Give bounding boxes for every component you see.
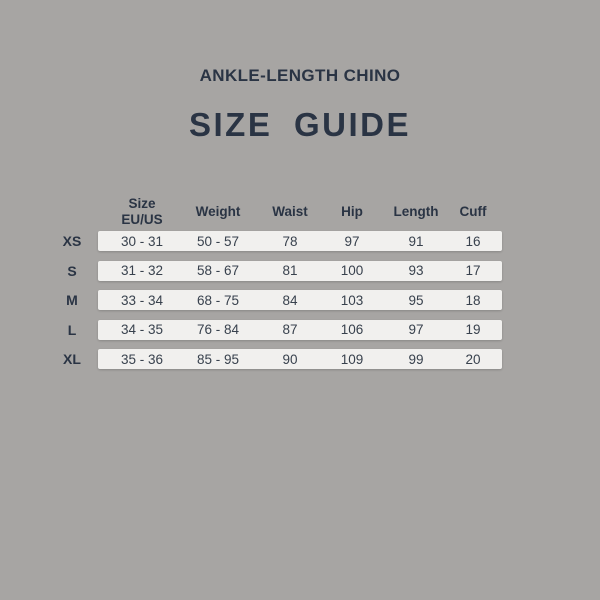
- table-cell: 20: [465, 351, 481, 367]
- table-cell: 81: [282, 263, 298, 278]
- row-size-label: S: [67, 262, 77, 279]
- table-row: XS 30 - 31 50 - 57 78 97 91 16: [0, 231, 600, 251]
- row-bar: 30 - 31 50 - 57 78 97 91 16: [98, 231, 502, 251]
- table-cell: 93: [408, 263, 424, 278]
- table-cell: 33 - 34: [120, 292, 164, 308]
- row-size-label: XL: [63, 351, 81, 367]
- table-header-row: Size EU/US Weight Waist Hip Length Cuff: [98, 193, 502, 231]
- table-cell: 100: [340, 263, 364, 278]
- table-cell: 78: [282, 233, 298, 249]
- table-cell: 31 - 32: [120, 263, 164, 278]
- table-cell: 99: [408, 351, 424, 367]
- table-row: S 31 - 32 58 - 67 81 100 93 17: [0, 260, 600, 281]
- column-header-length: Length: [393, 204, 439, 219]
- table-cell: 58 - 67: [196, 263, 240, 278]
- column-header-waist: Waist: [272, 204, 308, 219]
- table-cell: 34 - 35: [120, 322, 164, 337]
- row-size-label: M: [66, 292, 78, 308]
- size-guide-title: SIZE GUIDE: [188, 106, 412, 143]
- table-cell: 68 - 75: [196, 292, 240, 308]
- table-cell: 50 - 57: [196, 233, 240, 249]
- column-header-size: Size EU/US: [121, 196, 162, 228]
- table-cell: 109: [340, 351, 364, 367]
- table-cell: 17: [465, 263, 481, 278]
- table-cell: 30 - 31: [120, 233, 164, 249]
- table-cell: 76 - 84: [196, 322, 240, 337]
- table-cell: 95: [408, 292, 424, 308]
- row-size-label: L: [67, 321, 77, 338]
- table-cell: 35 - 36: [120, 351, 164, 367]
- table-row: XL 35 - 36 85 - 95 90 109 99 20: [0, 349, 600, 369]
- table-row: L 34 - 35 76 - 84 87 106 97 19: [0, 319, 600, 340]
- row-size-label: XS: [62, 233, 82, 249]
- table-cell: 84: [282, 292, 298, 308]
- table-cell: 91: [408, 233, 424, 249]
- row-bar: 31 - 32 58 - 67 81 100 93 17: [98, 260, 502, 281]
- table-cell: 16: [465, 233, 481, 249]
- product-title: ANKLE-LENGTH CHINO: [199, 66, 401, 85]
- column-header-size-sublabel: EU/US: [121, 212, 163, 227]
- table-cell: 97: [408, 322, 424, 337]
- table-cell: 97: [344, 233, 360, 249]
- column-header-cuff: Cuff: [459, 204, 487, 219]
- table-cell: 106: [340, 322, 364, 337]
- column-header-weight: Weight: [195, 204, 241, 219]
- table-cell: 85 - 95: [196, 351, 240, 367]
- table-cell: 18: [465, 292, 481, 308]
- table-cell: 103: [340, 292, 364, 308]
- table-row: M 33 - 34 68 - 75 84 103 95 18: [0, 290, 600, 310]
- table-cell: 87: [282, 322, 298, 337]
- column-header-size-label: Size: [128, 196, 156, 211]
- table-cell: 19: [465, 322, 481, 337]
- table-cell: 90: [282, 351, 298, 367]
- row-bar: 35 - 36 85 - 95 90 109 99 20: [98, 349, 502, 369]
- row-bar: 33 - 34 68 - 75 84 103 95 18: [98, 290, 502, 310]
- table-body: XS 30 - 31 50 - 57 78 97 91 16 S 31 - 32…: [0, 231, 600, 379]
- row-bar: 34 - 35 76 - 84 87 106 97 19: [98, 319, 502, 340]
- column-header-hip: Hip: [341, 204, 363, 219]
